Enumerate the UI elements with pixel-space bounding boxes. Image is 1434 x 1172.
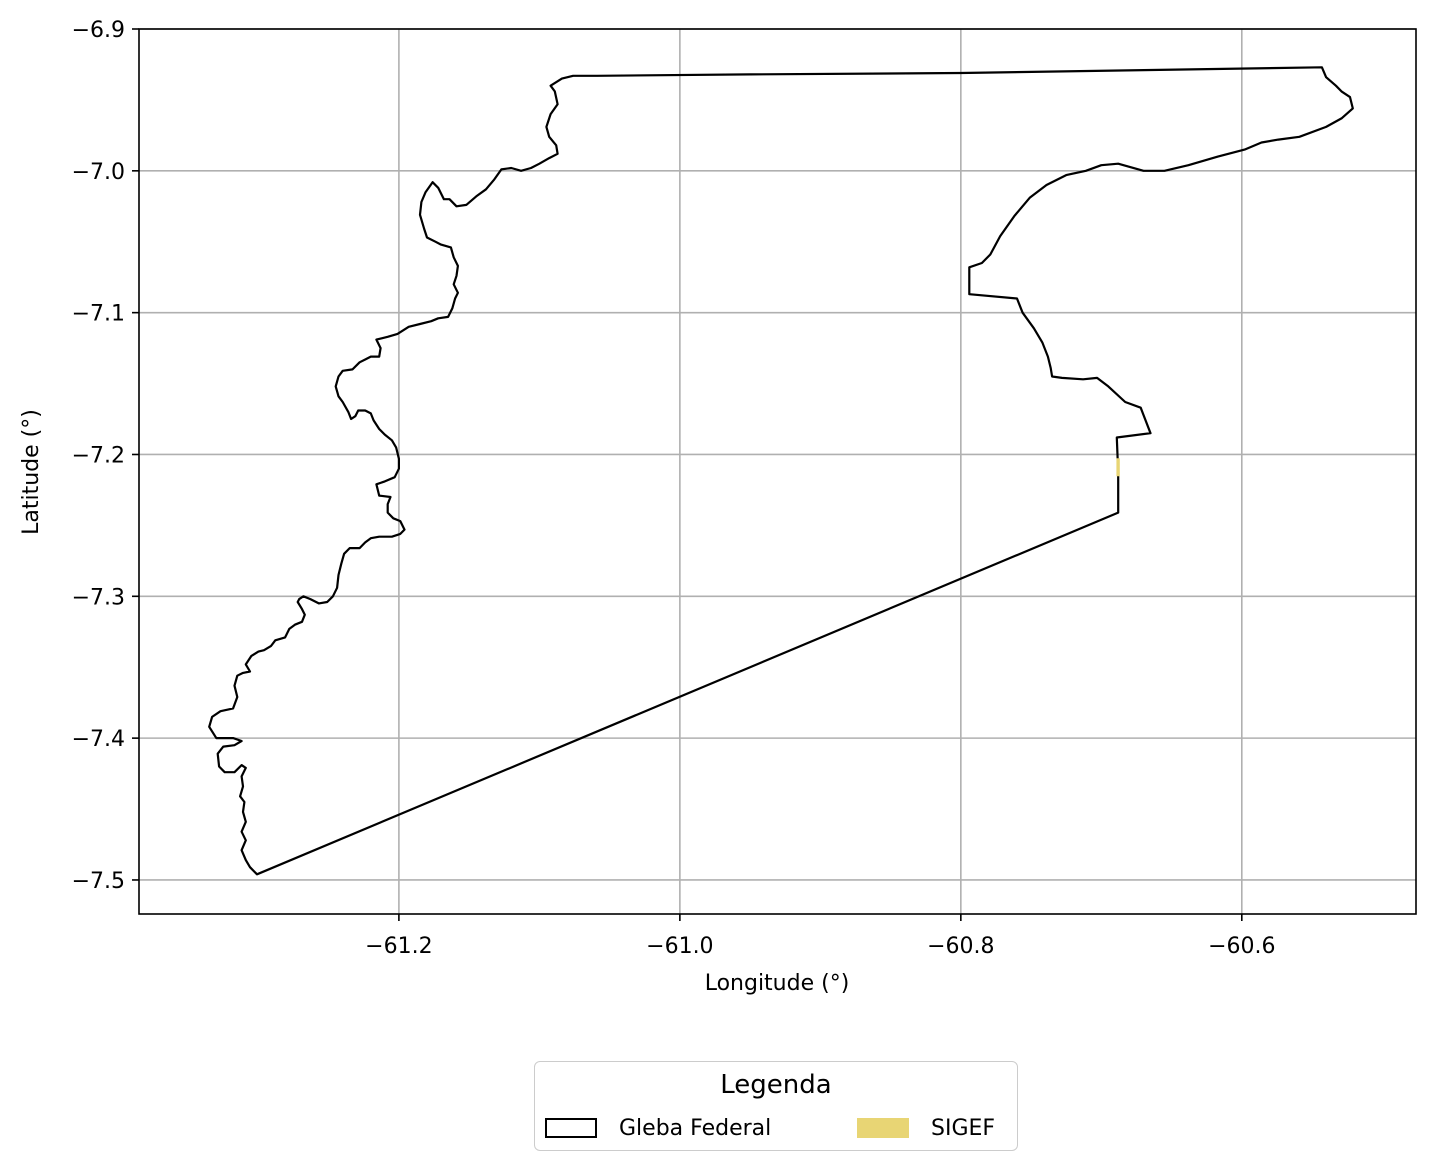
sigef-polygon <box>1116 458 1120 477</box>
legend-title: Legenda <box>720 1070 832 1100</box>
polygon-layer <box>208 66 1354 876</box>
legend-item-gleba-federal: Gleba Federal <box>545 1114 771 1142</box>
x-tick-label: −61.2 <box>365 934 432 959</box>
plot-area-frame <box>138 28 1417 915</box>
x-tick-label: −61.0 <box>646 934 713 959</box>
x-axis-label: Longitude (°) <box>705 971 850 996</box>
y-tick-label: −6.9 <box>72 18 125 43</box>
y-tick-label: −7.5 <box>72 869 125 894</box>
legend-box: Legenda Gleba Federal SIGEF <box>534 1061 1018 1151</box>
y-axis-label: Latitude (°) <box>19 409 44 535</box>
y-tick-label: −7.4 <box>72 727 125 752</box>
y-tick-label: −7.0 <box>72 160 125 185</box>
legend-label-gleba-federal: Gleba Federal <box>619 1115 772 1141</box>
y-tick-label: −7.1 <box>72 302 125 327</box>
grid-lines <box>139 28 1416 914</box>
tick-layer: −61.2 −61.0 −60.8 −60.6 −6.9 −7.0 −7.1 −7.2 −7.3… <box>72 18 1276 959</box>
legend-item-sigef: SIGEF <box>857 1114 995 1142</box>
legend-swatch-outline <box>545 1118 597 1138</box>
gleba-federal-polygon <box>208 66 1354 876</box>
y-tick-label: −7.3 <box>72 585 125 610</box>
legend-label-sigef: SIGEF <box>931 1115 996 1141</box>
y-tick-label: −7.2 <box>72 443 125 468</box>
x-tick-label: −60.8 <box>927 934 994 959</box>
x-tick-label: −60.6 <box>1208 934 1275 959</box>
legend-swatch-fill <box>857 1118 909 1138</box>
